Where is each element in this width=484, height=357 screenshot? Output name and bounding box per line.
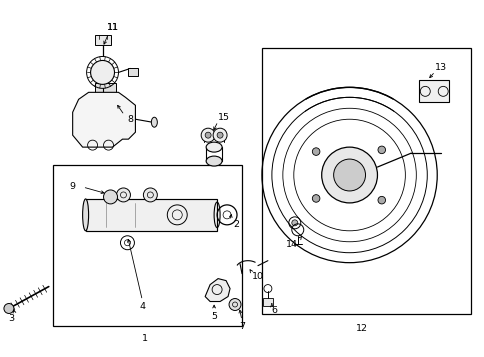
Circle shape [312, 148, 319, 155]
Ellipse shape [82, 199, 89, 231]
Text: 2: 2 [232, 220, 239, 229]
Text: 10: 10 [251, 272, 263, 281]
Circle shape [377, 146, 385, 154]
Ellipse shape [151, 117, 157, 127]
Text: 11: 11 [106, 23, 118, 32]
Ellipse shape [206, 156, 222, 166]
Circle shape [4, 303, 14, 313]
Circle shape [321, 147, 377, 203]
Bar [128, 69, 138, 76]
Bar [86, 199, 217, 231]
Text: 15: 15 [218, 113, 229, 122]
Circle shape [103, 190, 117, 204]
Text: 11: 11 [106, 23, 118, 32]
Circle shape [228, 298, 241, 311]
Text: 12: 12 [355, 324, 367, 333]
Polygon shape [205, 278, 229, 302]
Circle shape [116, 188, 130, 202]
Text: 4: 4 [139, 302, 145, 311]
Circle shape [201, 128, 215, 142]
Text: 7: 7 [239, 322, 244, 331]
Bar [94, 84, 116, 95]
Circle shape [312, 195, 319, 202]
Circle shape [333, 159, 365, 191]
Text: 9: 9 [70, 182, 76, 191]
Text: 1: 1 [142, 334, 148, 343]
Circle shape [143, 188, 157, 202]
Bar [261, 47, 470, 315]
Text: 5: 5 [211, 312, 217, 321]
Circle shape [205, 132, 211, 138]
Text: 14: 14 [285, 240, 297, 249]
Text: 8: 8 [127, 115, 133, 124]
Text: 6: 6 [272, 306, 277, 315]
Circle shape [291, 220, 297, 226]
Circle shape [91, 60, 114, 84]
Text: 3: 3 [8, 314, 14, 323]
Bar [96, 104, 108, 114]
Circle shape [217, 132, 223, 138]
Circle shape [212, 128, 227, 142]
Bar [262, 297, 272, 306]
Circle shape [377, 196, 385, 204]
Bar [94, 35, 110, 45]
Text: 13: 13 [434, 63, 446, 72]
Ellipse shape [206, 142, 222, 152]
Bar [419, 80, 448, 102]
Polygon shape [73, 92, 135, 147]
Bar [53, 165, 242, 326]
